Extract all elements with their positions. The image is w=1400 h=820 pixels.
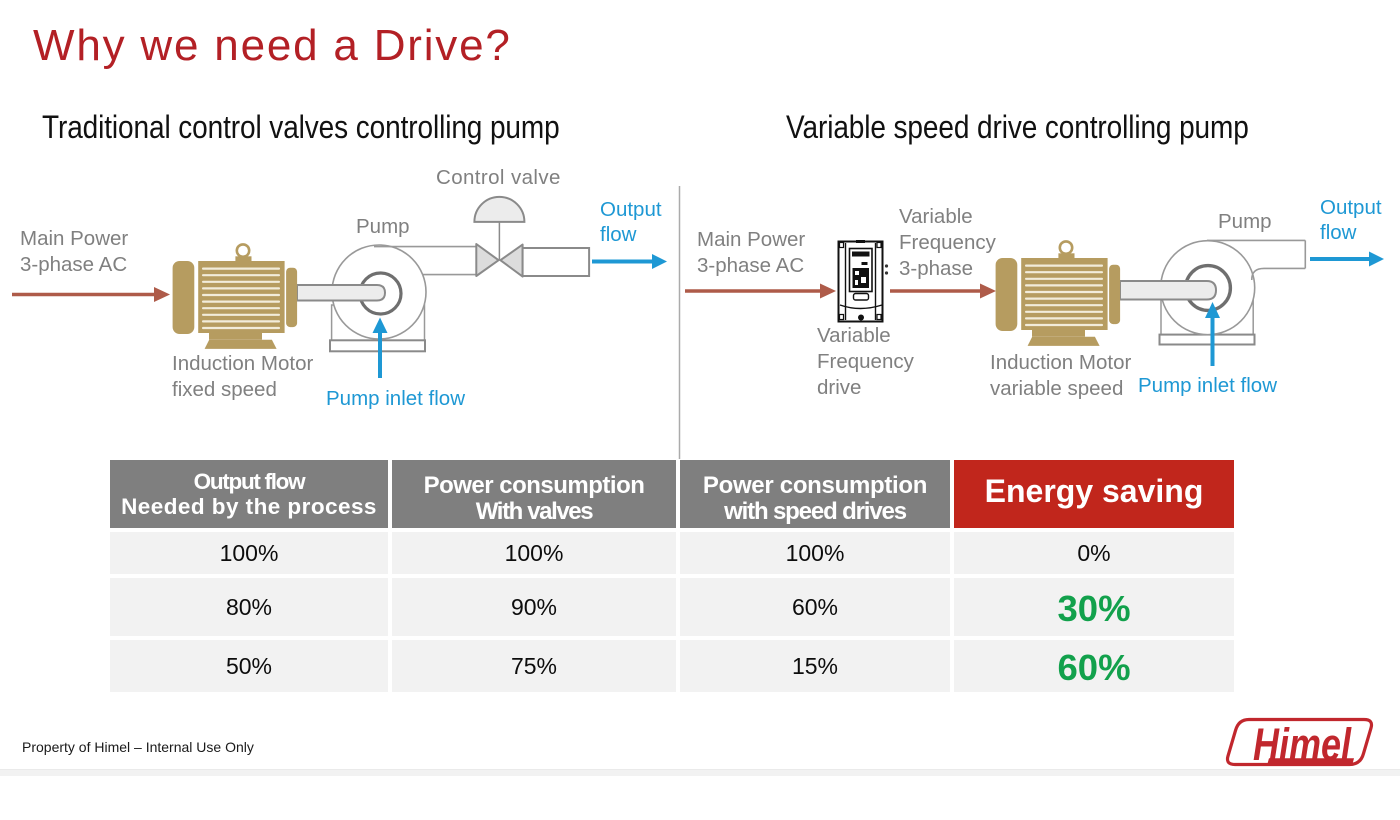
svg-text:Himel: Himel (1253, 719, 1352, 770)
